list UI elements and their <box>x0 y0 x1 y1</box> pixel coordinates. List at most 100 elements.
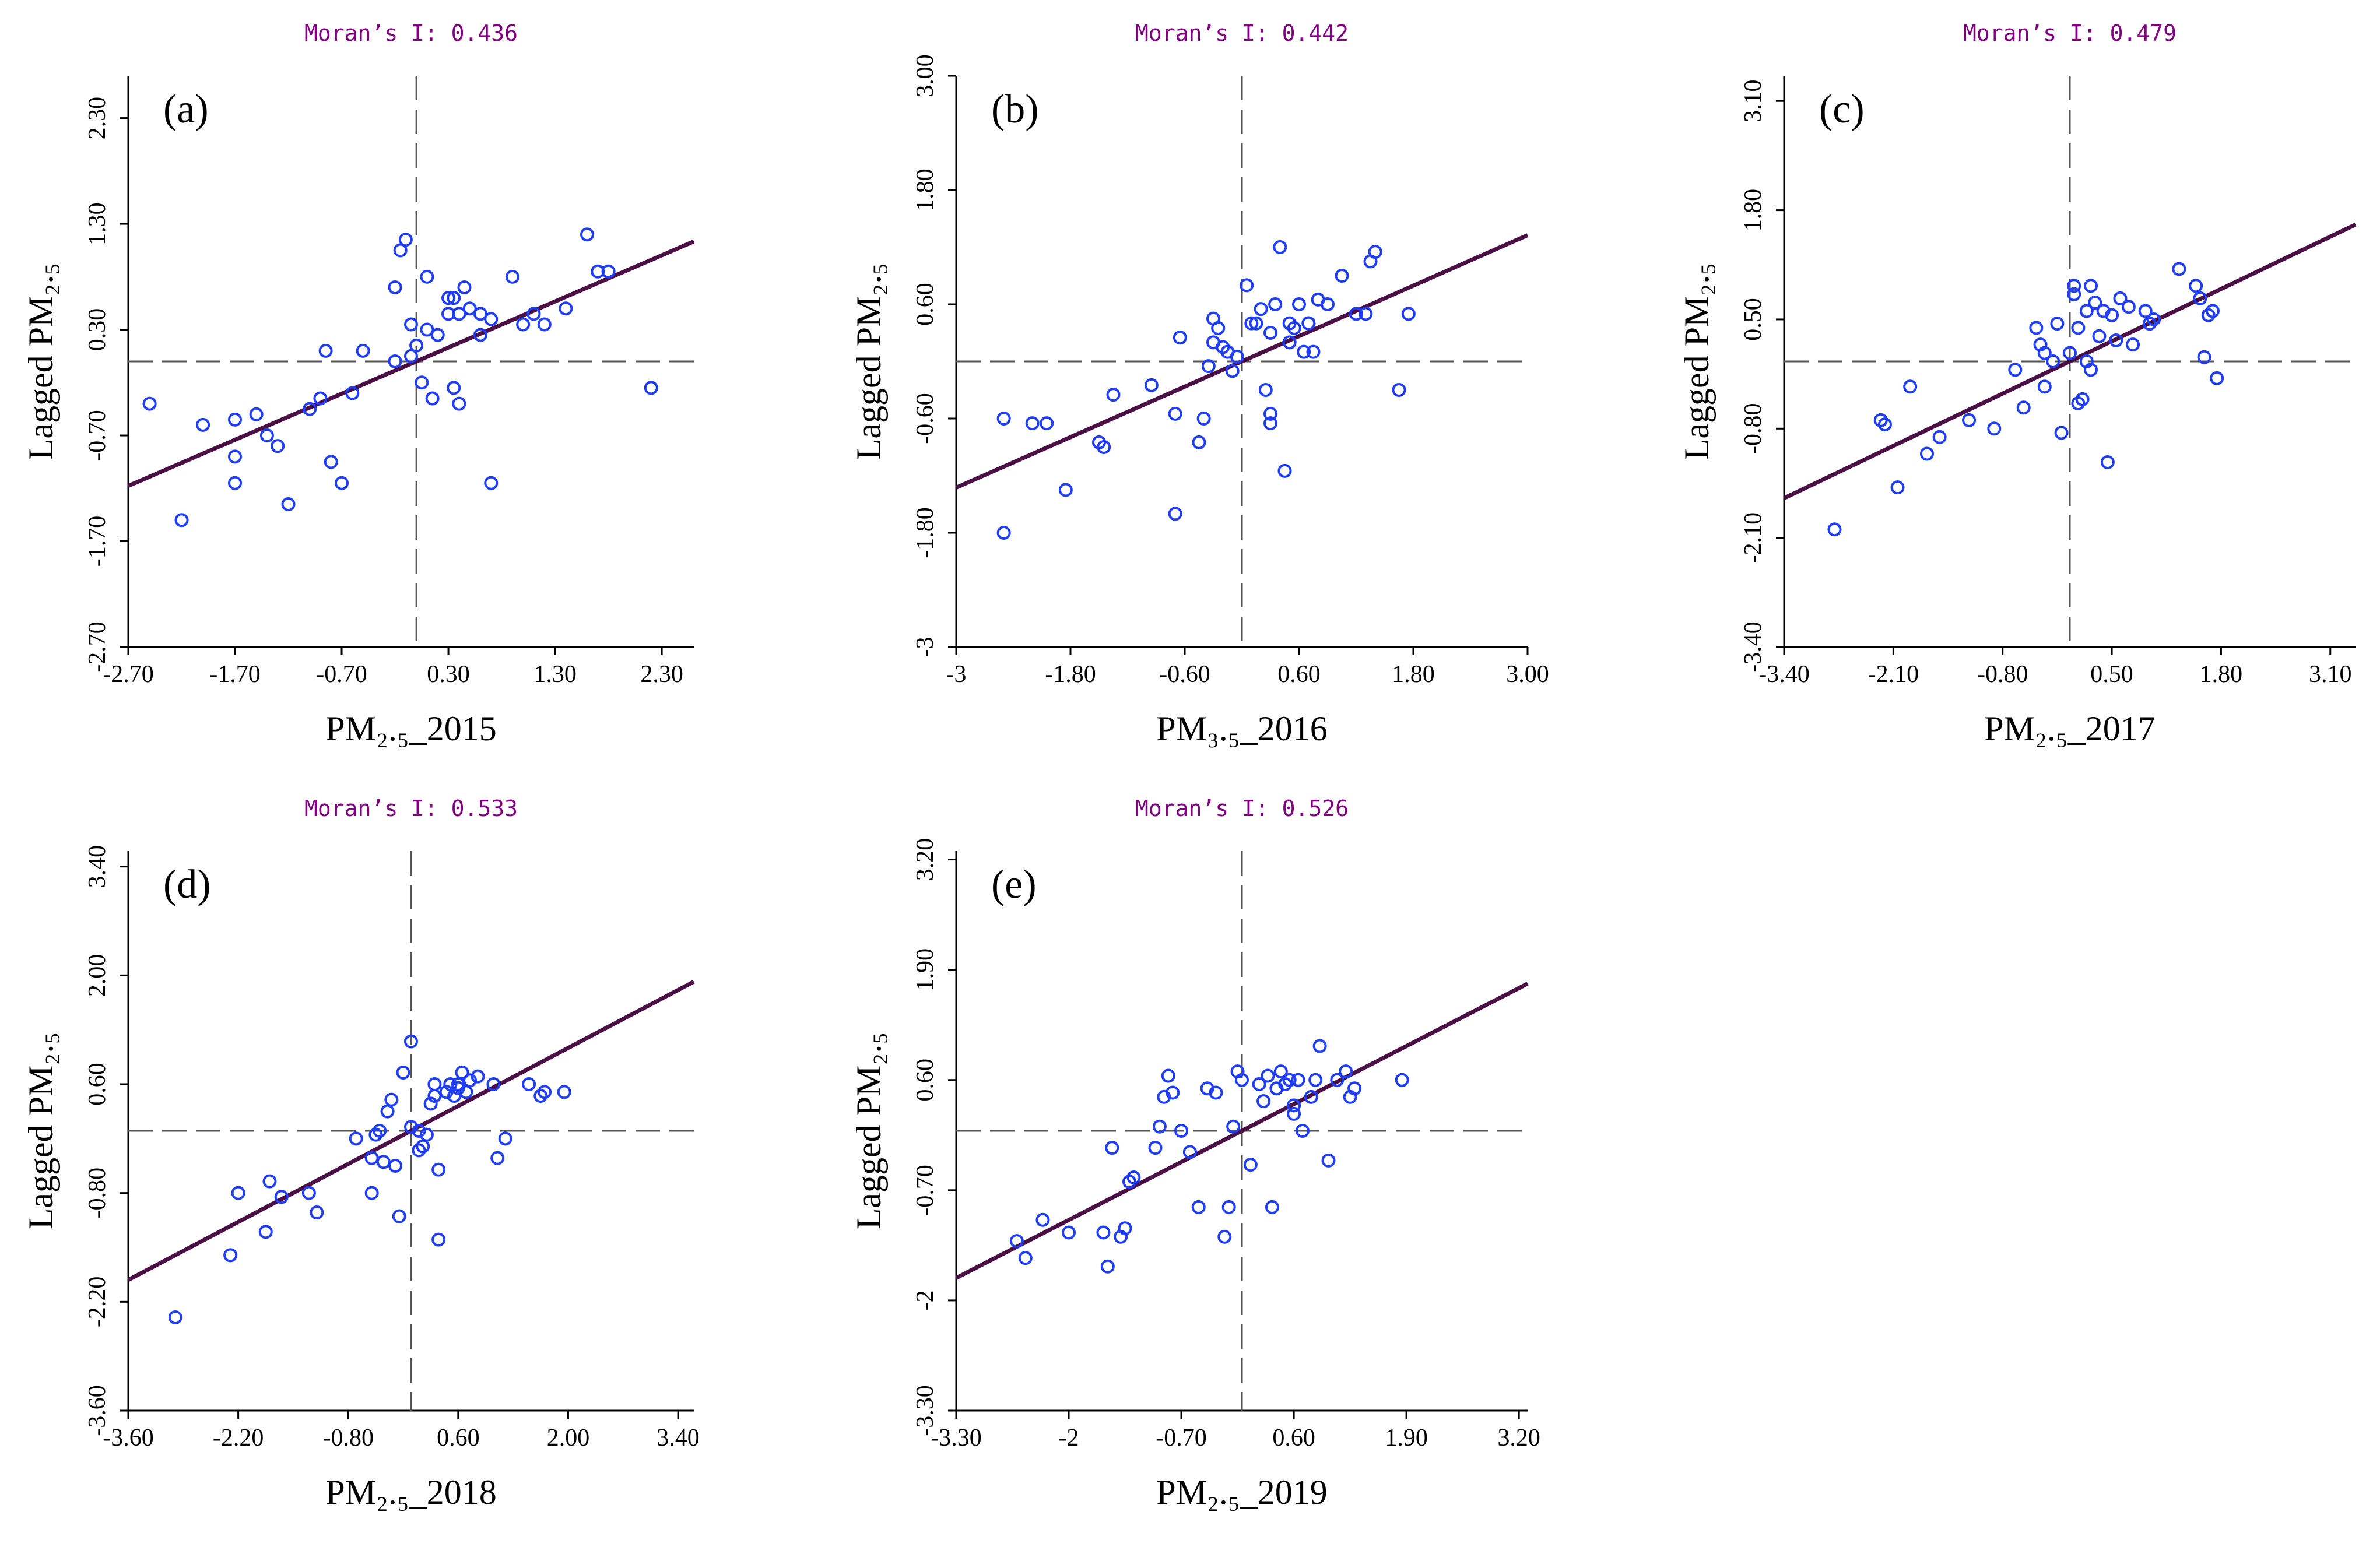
data-point <box>455 1066 469 1080</box>
data-point <box>2063 346 2077 360</box>
data-point <box>1321 297 1335 311</box>
y-tick-label: 0.50 <box>1740 298 1767 341</box>
data-point <box>459 1085 473 1099</box>
data-point <box>1009 1234 1024 1249</box>
y-tick-label: 3.40 <box>84 845 111 888</box>
data-point <box>1225 364 1240 378</box>
data-point <box>2037 379 2052 394</box>
data-point <box>2109 333 2123 347</box>
data-point <box>1890 480 1905 495</box>
data-point <box>1166 1085 1180 1100</box>
x-tick-label: 1.30 <box>533 661 577 688</box>
y-tick-label: 0.30 <box>84 308 111 351</box>
data-point <box>1308 1073 1323 1087</box>
data-point <box>1025 416 1040 431</box>
data-point <box>1349 307 1363 321</box>
data-point <box>368 1127 383 1142</box>
data-point <box>439 1085 454 1099</box>
x-tick-label: 0.60 <box>1272 1425 1315 1451</box>
data-point <box>2037 346 2052 360</box>
y-tick-label: -3.30 <box>912 1385 939 1436</box>
data-point <box>533 1089 548 1103</box>
data-point <box>2029 321 2044 335</box>
data-point <box>1330 1073 1345 1087</box>
data-point <box>1295 1124 1310 1138</box>
data-point <box>505 269 519 284</box>
data-point <box>1096 1225 1111 1240</box>
data-point <box>1173 331 1187 345</box>
data-point <box>1226 1119 1241 1134</box>
data-point <box>1174 1124 1189 1138</box>
panel-label: (b) <box>991 87 1039 132</box>
data-point <box>2067 279 2081 293</box>
panel-label: (d) <box>163 862 211 907</box>
data-point <box>384 1092 399 1107</box>
x-axis-label: PM₂.₅_2017 <box>1984 709 2156 748</box>
data-point <box>1339 1064 1353 1079</box>
data-point <box>457 280 472 294</box>
x-tick-label: -2.10 <box>1868 661 1919 688</box>
y-tick-label: -2.10 <box>1740 512 1767 564</box>
y-tick-label: 3.20 <box>912 838 939 881</box>
data-point <box>2172 262 2186 276</box>
data-point <box>1263 326 1277 340</box>
data-point <box>1152 1119 1167 1134</box>
scatter-panel-5: Moran’s I: 0.526 -3.30 -2 -0.70 0.60 1.90 3.20… <box>850 796 1540 1511</box>
data-point <box>1287 1098 1301 1113</box>
data-point <box>1254 302 1268 317</box>
data-point <box>2079 304 2094 318</box>
x-tick-label: 3.20 <box>1497 1425 1540 1451</box>
data-point <box>1273 240 1287 254</box>
data-point <box>1903 379 1918 394</box>
data-point <box>451 1077 465 1091</box>
data-point <box>443 1077 458 1091</box>
data-point <box>452 396 466 411</box>
data-point <box>1256 1094 1271 1109</box>
data-point <box>2100 455 2115 469</box>
data-point <box>2084 363 2098 377</box>
y-tick-label: -1.70 <box>84 516 111 567</box>
data-point <box>1221 1200 1236 1214</box>
data-point <box>1306 344 1321 359</box>
data-point <box>447 381 461 395</box>
data-point <box>1148 1141 1163 1155</box>
y-tick-label: 0.60 <box>84 1063 111 1106</box>
data-point <box>1263 416 1277 431</box>
data-point <box>1118 1221 1132 1236</box>
data-point <box>1304 1089 1318 1104</box>
data-point <box>301 1186 316 1200</box>
data-point <box>415 375 429 390</box>
data-point <box>1278 1077 1293 1091</box>
data-point <box>996 526 1011 540</box>
data-point <box>2189 279 2203 293</box>
panel-label: (c) <box>1819 87 1865 132</box>
data-point <box>416 1139 430 1154</box>
data-point <box>537 317 552 332</box>
data-point <box>1291 1073 1305 1087</box>
data-point <box>2071 396 2086 411</box>
data-point <box>1932 430 1947 444</box>
data-point <box>1873 413 1888 427</box>
x-tick-label: -0.60 <box>1159 661 1210 688</box>
data-point <box>258 1225 273 1239</box>
data-point <box>2075 392 2090 406</box>
data-point <box>1258 383 1273 397</box>
data-point <box>431 1162 446 1177</box>
data-point <box>2126 337 2140 352</box>
y-tick-label: 0.60 <box>912 1059 939 1102</box>
y-axis-label: Lagged PM₂.₅ <box>22 1032 60 1229</box>
data-point <box>2092 329 2107 343</box>
data-point <box>1244 316 1259 331</box>
x-axis-label: PM₃.₅_2016 <box>1156 709 1328 748</box>
data-point <box>2147 312 2161 326</box>
data-point <box>526 307 541 321</box>
y-tick-label: -2.20 <box>84 1277 111 1328</box>
data-point <box>1297 344 1311 359</box>
data-point <box>1287 321 1301 335</box>
data-point <box>451 1081 465 1095</box>
x-tick-label: -0.70 <box>1156 1425 1207 1451</box>
data-point <box>1235 1073 1249 1087</box>
data-point <box>259 428 274 443</box>
data-point <box>1827 522 1842 537</box>
data-point <box>427 1077 442 1091</box>
